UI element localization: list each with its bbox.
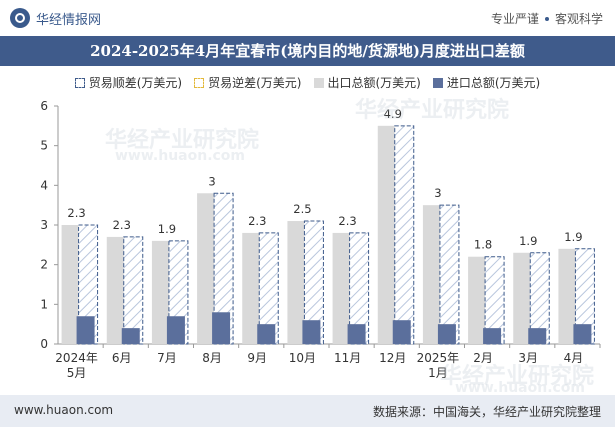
x-tick-label-line: 9月 bbox=[247, 351, 267, 365]
brand[interactable]: 华经情报网 bbox=[10, 8, 101, 28]
surplus-bar bbox=[439, 204, 460, 345]
import-bar bbox=[483, 328, 502, 344]
surplus-bar bbox=[213, 192, 234, 345]
import-bar bbox=[573, 324, 592, 344]
x-tick-label: 2025年 1月 bbox=[417, 351, 460, 380]
legend-label-deficit: 贸易逆差(万美元) bbox=[208, 76, 302, 90]
top-bar: 华经情报网 专业严谨 客观科学 bbox=[0, 0, 615, 36]
x-tick-label: 7月 bbox=[157, 351, 177, 365]
x-tick-label-line: 4月 bbox=[564, 351, 584, 365]
data-label: 2.3 bbox=[113, 218, 131, 232]
legend-label-surplus: 贸易顺差(万美元) bbox=[88, 76, 183, 90]
legend-label-export: 出口总额(万美元) bbox=[327, 76, 421, 90]
data-label: 2.3 bbox=[248, 214, 266, 228]
data-label: 2.5 bbox=[293, 202, 311, 216]
surplus-bar bbox=[529, 252, 550, 345]
x-tick-label-line: 7月 bbox=[157, 351, 177, 365]
x-tick-label-line: 1月 bbox=[428, 366, 448, 380]
import-bar bbox=[121, 328, 140, 344]
slogan: 专业严谨 客观科学 bbox=[491, 10, 603, 27]
x-tick-label: 12月 bbox=[379, 351, 406, 365]
y-tick-label: 3 bbox=[40, 218, 48, 232]
data-label: 4.9 bbox=[384, 107, 402, 121]
x-tick-label-line: 5月 bbox=[67, 366, 87, 380]
y-tick-label: 5 bbox=[40, 139, 48, 153]
legend-swatch-export bbox=[313, 77, 324, 88]
y-tick-label: 2 bbox=[40, 258, 48, 272]
x-tick-label-line: 10月 bbox=[289, 351, 316, 365]
slogan-tag-2: 客观科学 bbox=[554, 12, 603, 26]
import-bar bbox=[528, 328, 547, 344]
import-bar bbox=[166, 316, 185, 344]
legend-item-export[interactable]: 出口总额(万美元) bbox=[313, 74, 421, 91]
import-bar bbox=[302, 320, 321, 344]
chart-title: 2024-2025年4月年宜春市(境内目的地/货源地)月度进出口差额 bbox=[0, 36, 615, 66]
x-tick-label: 2024年 5月 bbox=[55, 351, 98, 380]
legend-label-import: 进口总额(万美元) bbox=[446, 76, 541, 90]
footer: www.huaon.com 数据来源：中国海关，华经产业研究院整理 bbox=[0, 395, 615, 427]
y-tick-label: 0 bbox=[40, 337, 48, 351]
import-bar bbox=[392, 320, 411, 344]
x-tick-label-line: 12月 bbox=[379, 351, 406, 365]
x-tick-label: 6月 bbox=[112, 351, 132, 365]
import-bar bbox=[212, 312, 231, 344]
y-tick-label: 1 bbox=[40, 297, 48, 311]
surplus-bar bbox=[394, 125, 415, 345]
y-tick-label: 6 bbox=[40, 99, 48, 113]
import-bar bbox=[257, 324, 276, 344]
legend-swatch-surplus bbox=[74, 77, 85, 88]
legend-item-import[interactable]: 进口总额(万美元) bbox=[432, 74, 541, 91]
x-tick-label-line: 8月 bbox=[202, 351, 222, 365]
import-bar bbox=[76, 316, 95, 344]
footer-source: 数据来源：中国海关，华经产业研究院整理 bbox=[372, 405, 601, 419]
data-label: 3 bbox=[434, 186, 441, 200]
footer-website[interactable]: www.huaon.com bbox=[14, 403, 114, 417]
data-label: 1.9 bbox=[564, 230, 582, 244]
data-label: 1.9 bbox=[519, 234, 537, 248]
legend-swatch-deficit bbox=[194, 77, 205, 88]
import-bar bbox=[347, 324, 366, 344]
data-label: 3 bbox=[208, 174, 215, 188]
slogan-tag-1: 专业严谨 bbox=[490, 12, 539, 26]
logo-icon bbox=[10, 8, 30, 28]
x-tick-label-line: 6月 bbox=[112, 351, 132, 365]
data-label: 1.8 bbox=[474, 238, 492, 252]
x-tick-label-line: 2月 bbox=[473, 351, 493, 365]
brand-name: 华经情报网 bbox=[36, 12, 102, 28]
bullet-icon bbox=[544, 16, 549, 21]
x-tick-label: 8月 bbox=[202, 351, 222, 365]
legend-item-deficit[interactable]: 贸易逆差(万美元) bbox=[194, 74, 302, 91]
data-label: 2.3 bbox=[338, 214, 356, 228]
x-tick-label-line: 2025年 bbox=[417, 351, 460, 365]
bar-chart: 0 1 2 3 4 5 6 2.3 2024年 5月 2.3 6月 1.9 7月 3 8月 2.3 9月 2.5 10… bbox=[40, 99, 601, 380]
x-tick-label: 10月 bbox=[289, 351, 316, 365]
data-label: 1.9 bbox=[158, 222, 176, 236]
x-tick-label: 3月 bbox=[518, 351, 538, 365]
import-bar bbox=[437, 324, 456, 344]
x-tick-label: 11月 bbox=[334, 351, 361, 365]
surplus-bar bbox=[123, 236, 144, 345]
legend-item-surplus[interactable]: 贸易顺差(万美元) bbox=[74, 74, 183, 91]
legend-swatch-import bbox=[432, 77, 443, 88]
x-tick-label-line: 2024年 bbox=[55, 351, 98, 365]
y-tick-label: 4 bbox=[40, 178, 48, 192]
x-tick-label: 2月 bbox=[473, 351, 493, 365]
chart-legend: 贸易顺差(万美元) 贸易逆差(万美元) 出口总额(万美元) 进口总额(万美元) bbox=[0, 74, 615, 91]
x-tick-label: 4月 bbox=[564, 351, 584, 365]
data-label: 2.3 bbox=[67, 206, 85, 220]
x-tick-label-line: 11月 bbox=[334, 351, 361, 365]
x-tick-label-line: 3月 bbox=[518, 351, 538, 365]
x-tick-label: 9月 bbox=[247, 351, 267, 365]
